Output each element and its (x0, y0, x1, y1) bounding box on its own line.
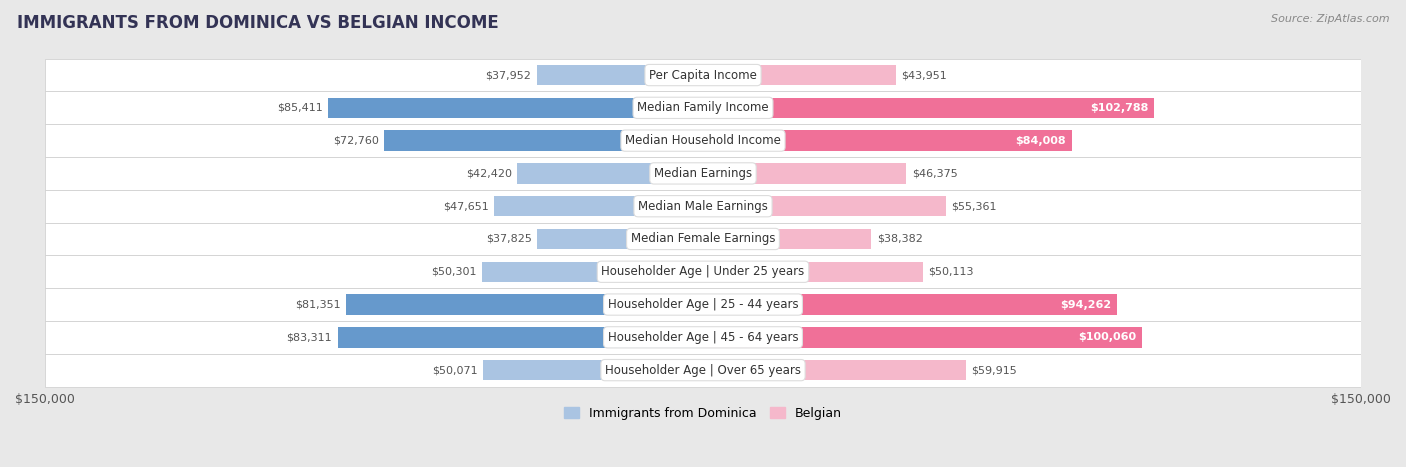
Bar (703, 360, 966, 380)
Text: $94,262: $94,262 (1060, 299, 1111, 310)
Bar (484, 360, 703, 380)
FancyBboxPatch shape (45, 190, 1361, 223)
Bar (703, 327, 1142, 347)
FancyBboxPatch shape (45, 288, 1361, 321)
Text: $81,351: $81,351 (295, 299, 340, 310)
Text: $102,788: $102,788 (1090, 103, 1149, 113)
Text: Median Family Income: Median Family Income (637, 101, 769, 114)
Bar (703, 294, 1116, 315)
FancyBboxPatch shape (45, 354, 1361, 387)
Bar (703, 130, 1071, 151)
Text: $50,071: $50,071 (433, 365, 478, 375)
FancyBboxPatch shape (45, 59, 1361, 92)
Text: $83,311: $83,311 (287, 333, 332, 342)
Text: $47,651: $47,651 (443, 201, 489, 211)
Text: $38,382: $38,382 (877, 234, 922, 244)
Text: $84,008: $84,008 (1015, 135, 1066, 146)
Text: Median Household Income: Median Household Income (626, 134, 780, 147)
FancyBboxPatch shape (45, 223, 1361, 255)
FancyBboxPatch shape (45, 92, 1361, 124)
Bar (337, 327, 703, 347)
Text: Median Female Earnings: Median Female Earnings (631, 233, 775, 246)
Bar (517, 163, 703, 184)
Bar (703, 98, 1154, 118)
Text: Householder Age | Over 65 years: Householder Age | Over 65 years (605, 364, 801, 376)
FancyBboxPatch shape (45, 255, 1361, 288)
Bar (482, 262, 703, 282)
Bar (537, 229, 703, 249)
FancyBboxPatch shape (45, 124, 1361, 157)
Text: Median Earnings: Median Earnings (654, 167, 752, 180)
Text: $50,113: $50,113 (928, 267, 973, 277)
Text: Per Capita Income: Per Capita Income (650, 69, 756, 82)
Text: $43,951: $43,951 (901, 70, 946, 80)
Bar (703, 196, 946, 216)
Bar (703, 163, 907, 184)
Text: $42,420: $42,420 (465, 169, 512, 178)
Bar (384, 130, 703, 151)
Text: $72,760: $72,760 (333, 135, 378, 146)
Bar (328, 98, 703, 118)
Text: IMMIGRANTS FROM DOMINICA VS BELGIAN INCOME: IMMIGRANTS FROM DOMINICA VS BELGIAN INCO… (17, 14, 499, 32)
Text: Source: ZipAtlas.com: Source: ZipAtlas.com (1271, 14, 1389, 24)
FancyBboxPatch shape (45, 157, 1361, 190)
Bar (703, 65, 896, 85)
Bar (703, 229, 872, 249)
Bar (703, 262, 922, 282)
Text: $55,361: $55,361 (950, 201, 997, 211)
Text: $46,375: $46,375 (911, 169, 957, 178)
FancyBboxPatch shape (45, 321, 1361, 354)
Bar (346, 294, 703, 315)
Bar (537, 65, 703, 85)
Text: Householder Age | Under 25 years: Householder Age | Under 25 years (602, 265, 804, 278)
Text: Median Male Earnings: Median Male Earnings (638, 200, 768, 212)
Text: $59,915: $59,915 (972, 365, 1017, 375)
Text: $100,060: $100,060 (1078, 333, 1136, 342)
Legend: Immigrants from Dominica, Belgian: Immigrants from Dominica, Belgian (560, 402, 846, 425)
Text: $37,952: $37,952 (485, 70, 531, 80)
Text: Householder Age | 25 - 44 years: Householder Age | 25 - 44 years (607, 298, 799, 311)
Text: $50,301: $50,301 (432, 267, 477, 277)
Text: $85,411: $85,411 (277, 103, 323, 113)
Text: Householder Age | 45 - 64 years: Householder Age | 45 - 64 years (607, 331, 799, 344)
Bar (494, 196, 703, 216)
Text: $37,825: $37,825 (486, 234, 531, 244)
